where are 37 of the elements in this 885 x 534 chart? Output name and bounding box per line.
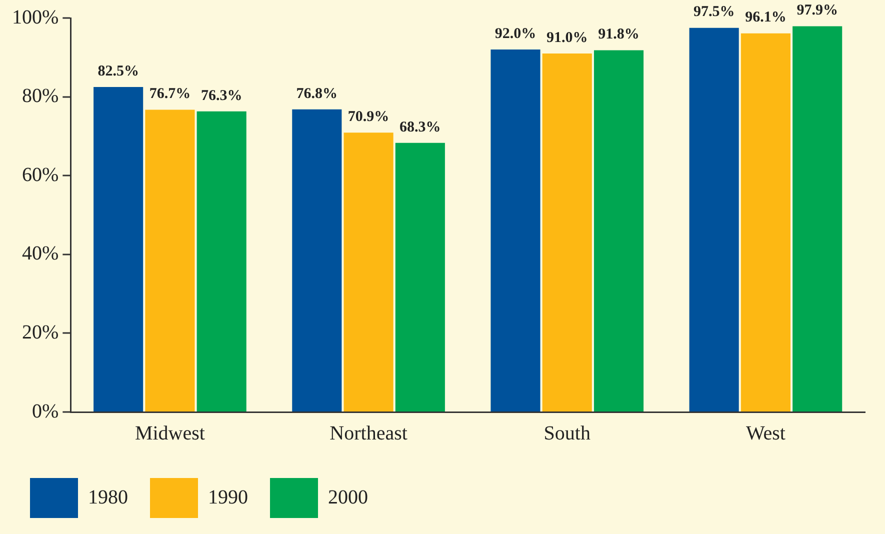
legend-label: 2000 <box>328 486 368 508</box>
bar <box>145 110 195 412</box>
data-label: 76.8% <box>296 86 338 102</box>
x-tick-label: South <box>544 422 590 444</box>
bar <box>292 109 342 412</box>
x-tick-label: West <box>746 422 786 444</box>
data-label: 76.7% <box>149 86 191 102</box>
data-label: 68.3% <box>400 119 441 136</box>
legend-label: 1990 <box>208 486 248 508</box>
data-label: 96.1% <box>745 10 786 26</box>
x-tick-label: Midwest <box>134 422 206 444</box>
bar <box>792 26 842 412</box>
y-tick-label: 80% <box>22 85 59 108</box>
bar <box>490 50 540 412</box>
data-label: 97.9% <box>796 2 838 19</box>
y-tick-label: 40% <box>22 242 59 265</box>
bar <box>740 33 790 412</box>
x-tick-label: Northeast <box>330 422 408 444</box>
data-label: 82.5% <box>98 63 139 80</box>
data-label: 97.5% <box>693 4 735 20</box>
bar <box>196 111 246 412</box>
bar <box>594 50 644 412</box>
data-label: 92.0% <box>494 26 536 42</box>
y-tick-label: 20% <box>22 321 59 344</box>
y-tick-label: 100% <box>12 6 59 28</box>
bar <box>542 53 592 412</box>
legend-label: 1980 <box>88 486 128 508</box>
bar <box>395 142 445 412</box>
data-label: 70.9% <box>348 109 390 126</box>
bar <box>689 28 739 412</box>
data-label: 76.3% <box>200 88 242 104</box>
data-label: 91.0% <box>546 30 588 46</box>
data-label: 91.8% <box>598 26 640 43</box>
bar <box>94 86 144 412</box>
y-tick-label: 60% <box>22 164 59 186</box>
bar <box>344 132 394 412</box>
y-tick-label: 0% <box>32 400 59 422</box>
